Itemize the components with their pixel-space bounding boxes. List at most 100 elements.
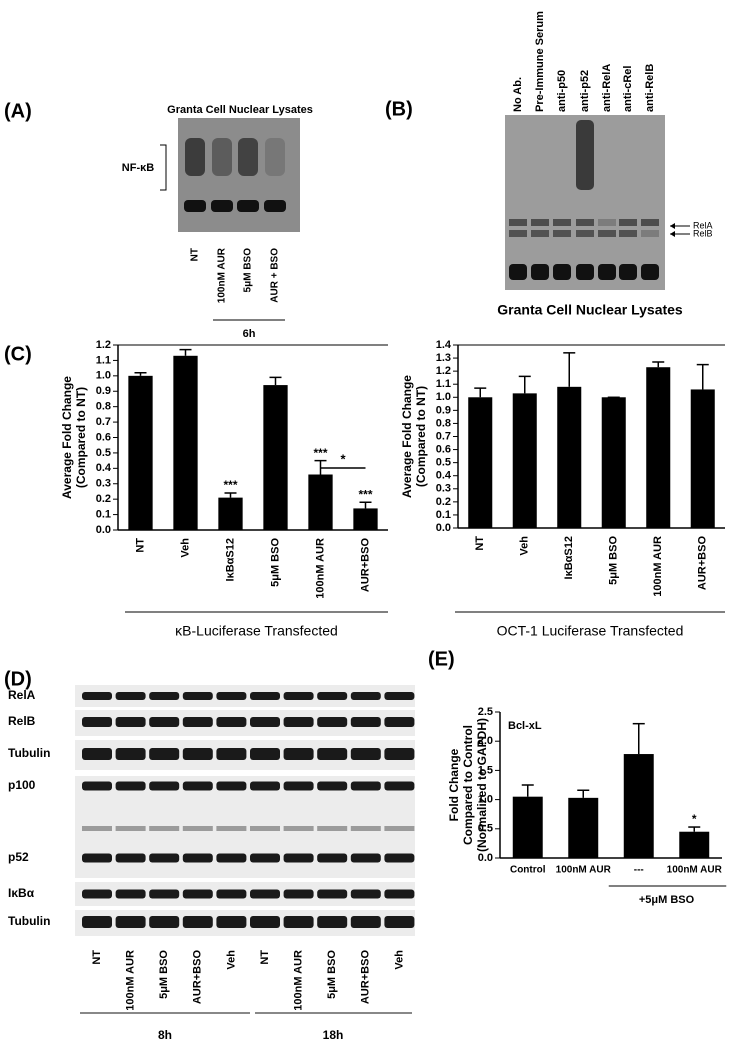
row-label: Tubulin xyxy=(8,746,50,760)
y-tick-label: 0.1 xyxy=(96,508,111,520)
x-tick-label: IκBαS12 xyxy=(563,536,575,579)
x-tick-label: 100nM AUR xyxy=(314,538,326,599)
bracket xyxy=(160,144,167,191)
y-tick-label: 0.0 xyxy=(436,522,451,534)
y-tick-label: 0.9 xyxy=(436,404,451,416)
blot-band xyxy=(283,748,314,760)
blot-band xyxy=(182,748,213,760)
x-tick-label: AUR+BSO xyxy=(697,536,709,591)
gel-title: Granta Cell Nuclear Lysates xyxy=(497,302,683,318)
blot-band xyxy=(149,748,180,760)
gel-band xyxy=(509,219,527,226)
blot-band xyxy=(250,781,280,791)
lane-label: AUR+BSO xyxy=(360,950,372,1005)
gel-band xyxy=(598,264,616,280)
bar xyxy=(557,386,582,528)
blot-band xyxy=(216,889,247,899)
blot-band xyxy=(182,692,213,700)
gel-band xyxy=(509,230,527,237)
blot-band xyxy=(149,853,180,863)
blot-band xyxy=(283,781,314,791)
y-tick-label: 0.5 xyxy=(478,823,493,835)
blot-band xyxy=(350,717,381,727)
lane-label: AUR+BSO xyxy=(192,950,204,1005)
y-tick-label: 0.8 xyxy=(96,401,111,413)
lane-label: NT xyxy=(259,950,271,965)
y-axis-label: (Compared to NT) xyxy=(414,386,428,487)
blot-band xyxy=(250,853,280,863)
blot-band xyxy=(115,826,146,831)
gel-band xyxy=(553,264,571,280)
y-tick-label: 0.3 xyxy=(96,478,111,490)
x-tick-label: Veh xyxy=(519,536,531,556)
lane-label: NT xyxy=(190,248,201,261)
blot-band xyxy=(149,826,180,831)
y-tick-label: 0.6 xyxy=(96,431,111,443)
blot-band xyxy=(350,748,381,760)
x-axis-label: κB-Luciferase Transfected xyxy=(175,623,338,639)
blot-band xyxy=(182,826,213,831)
gel-band xyxy=(553,219,571,226)
row-label: p52 xyxy=(8,850,29,864)
blot-band xyxy=(317,889,348,899)
gel-band xyxy=(509,264,527,280)
y-tick-label: 0.6 xyxy=(436,443,451,455)
y-axis-label: Compared to Control xyxy=(461,725,475,845)
blot-band xyxy=(82,853,112,863)
panel-label: (E) xyxy=(428,648,455,670)
y-tick-label: 1.3 xyxy=(436,352,451,364)
y-axis-label: (Compared to NT) xyxy=(74,387,88,488)
blot-band xyxy=(216,692,247,700)
blot-band xyxy=(250,717,280,727)
gel-band xyxy=(619,219,637,226)
significance: * xyxy=(692,812,697,826)
blot-band xyxy=(115,916,146,928)
y-tick-label: 1.4 xyxy=(436,339,452,351)
gel-band xyxy=(576,264,594,280)
blot-band xyxy=(182,889,213,899)
blot-band xyxy=(317,748,348,760)
arrow-label: RelB xyxy=(693,228,713,238)
bar xyxy=(568,797,599,858)
blot-band xyxy=(82,748,112,760)
blot-band xyxy=(317,916,348,928)
lane-label: 5μM BSO xyxy=(158,950,170,999)
y-tick-label: 1.2 xyxy=(96,339,111,351)
blot-band xyxy=(115,717,146,727)
blot-band xyxy=(283,853,314,863)
bar xyxy=(468,397,493,528)
blot-band xyxy=(250,826,280,831)
blot-band xyxy=(283,826,314,831)
y-tick-label: 0.4 xyxy=(436,470,452,482)
y-axis-label: (Normalized to GAPDH) xyxy=(475,718,489,852)
gel-band xyxy=(211,200,233,212)
gel-smear xyxy=(265,138,285,176)
y-tick-label: 0.7 xyxy=(96,416,111,428)
blot-band xyxy=(149,916,180,928)
y-tick-label: 0.8 xyxy=(436,417,451,429)
y-tick-label: 1.1 xyxy=(436,378,451,390)
y-tick-label: 2.0 xyxy=(478,735,493,747)
blot-band xyxy=(149,889,180,899)
panel-label: (D) xyxy=(4,668,32,690)
blot-band xyxy=(384,748,415,760)
gel-band xyxy=(264,200,286,212)
arrow-head xyxy=(670,223,675,229)
blot-band xyxy=(115,781,146,791)
arrow-label: RelA xyxy=(693,220,713,230)
lane-label: Veh xyxy=(393,950,405,970)
y-tick-label: 1.0 xyxy=(436,391,451,403)
blot-band xyxy=(317,853,348,863)
gel-smear xyxy=(212,138,232,176)
x-tick-label: --- xyxy=(634,865,644,876)
lane-label: Veh xyxy=(225,950,237,970)
blot-band xyxy=(216,781,247,791)
y-tick-label: 0.3 xyxy=(436,483,451,495)
lane-label: anti-p50 xyxy=(556,70,568,112)
blot-band xyxy=(216,748,247,760)
y-tick-label: 1.0 xyxy=(96,370,111,382)
blot-band xyxy=(182,853,213,863)
blot-band xyxy=(250,889,280,899)
blot-band xyxy=(82,717,112,727)
